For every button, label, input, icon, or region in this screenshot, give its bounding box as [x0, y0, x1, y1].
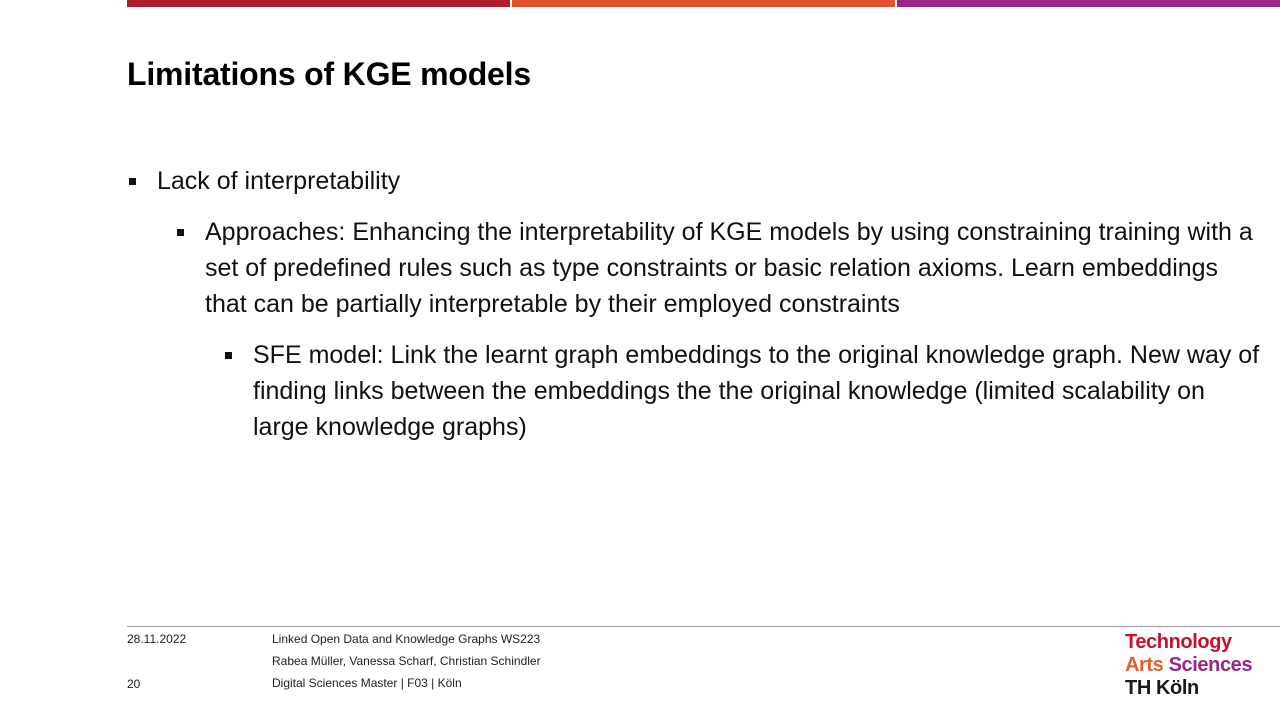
footer-page-number: 20	[127, 677, 141, 691]
top-bar-purple-segment	[897, 0, 1280, 7]
footer-course: Linked Open Data and Knowledge Graphs WS…	[272, 632, 541, 646]
logo-word-sciences: Sciences	[1168, 654, 1253, 676]
bullet-text: Approaches: Enhancing the interpretabili…	[205, 218, 1253, 318]
logo-line-arts-sciences: Arts Sciences	[1125, 654, 1253, 677]
footer-divider	[127, 626, 1280, 627]
square-bullet-icon	[129, 178, 136, 185]
th-koeln-logo: Technology Arts Sciences TH Köln	[1125, 631, 1253, 700]
footer-date: 28.11.2022	[127, 632, 187, 646]
logo-line-th-koeln: TH Köln	[1125, 677, 1199, 699]
logo-line-technology: Technology	[1125, 631, 1232, 653]
footer-program: Digital Sciences Master | F03 | Köln	[272, 676, 462, 690]
top-bar-red-segment	[127, 0, 510, 7]
square-bullet-icon	[225, 352, 232, 359]
top-color-bar	[127, 0, 1280, 7]
bullet-level-1: Lack of interpretability	[129, 163, 1257, 199]
bullet-text: SFE model: Link the learnt graph embeddi…	[253, 341, 1260, 441]
bullet-level-3: SFE model: Link the learnt graph embeddi…	[225, 337, 1263, 445]
top-bar-orange-segment	[512, 0, 895, 7]
footer-authors: Rabea Müller, Vanessa Scharf, Christian …	[272, 654, 541, 668]
bullet-text: Lack of interpretability	[157, 167, 401, 195]
logo-word-arts: Arts	[1125, 654, 1169, 676]
slide-title: Limitations of KGE models	[127, 56, 531, 92]
square-bullet-icon	[177, 229, 184, 236]
bullet-level-2: Approaches: Enhancing the interpretabili…	[177, 214, 1265, 322]
